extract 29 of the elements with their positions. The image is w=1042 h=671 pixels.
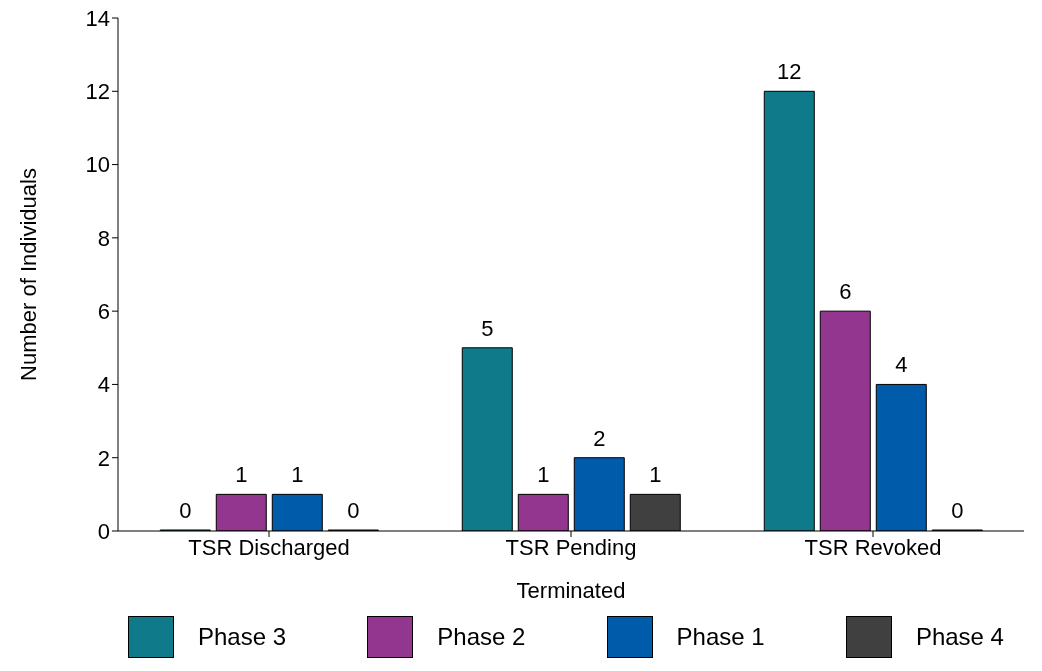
legend-label: Phase 1 xyxy=(676,623,765,651)
data-label: 2 xyxy=(593,425,606,451)
legend-label: Phase 2 xyxy=(437,623,526,651)
x-tick-label: TSR Pending xyxy=(505,534,637,560)
legend-label: Phase 4 xyxy=(915,623,1004,651)
data-label: 0 xyxy=(347,498,360,523)
data-label: 1 xyxy=(649,462,662,488)
y-tick-label: 4 xyxy=(97,372,110,398)
y-axis-title: Number of Individuals xyxy=(15,168,41,381)
data-label: 1 xyxy=(537,462,550,488)
x-axis-title: Terminated xyxy=(516,578,626,603)
data-label: 0 xyxy=(179,498,192,523)
data-label: 1 xyxy=(235,462,248,488)
data-label: 1 xyxy=(291,462,304,488)
data-label: 0 xyxy=(951,498,964,523)
x-tick-label: TSR Revoked xyxy=(804,534,942,560)
y-tick-label: 8 xyxy=(97,225,110,251)
y-tick-label: 2 xyxy=(97,445,110,471)
data-label: 5 xyxy=(481,315,494,341)
data-label: 6 xyxy=(839,279,852,305)
data-label: 4 xyxy=(895,352,908,378)
y-tick-label: 6 xyxy=(97,298,110,324)
data-label: 12 xyxy=(777,59,802,85)
y-tick-label: 14 xyxy=(85,5,110,31)
x-tick-label: TSR Discharged xyxy=(188,534,350,560)
y-tick-label: 0 xyxy=(97,518,110,544)
y-tick-label: 10 xyxy=(85,152,110,178)
y-tick-label: 12 xyxy=(85,79,110,105)
legend-label: Phase 3 xyxy=(198,623,287,651)
